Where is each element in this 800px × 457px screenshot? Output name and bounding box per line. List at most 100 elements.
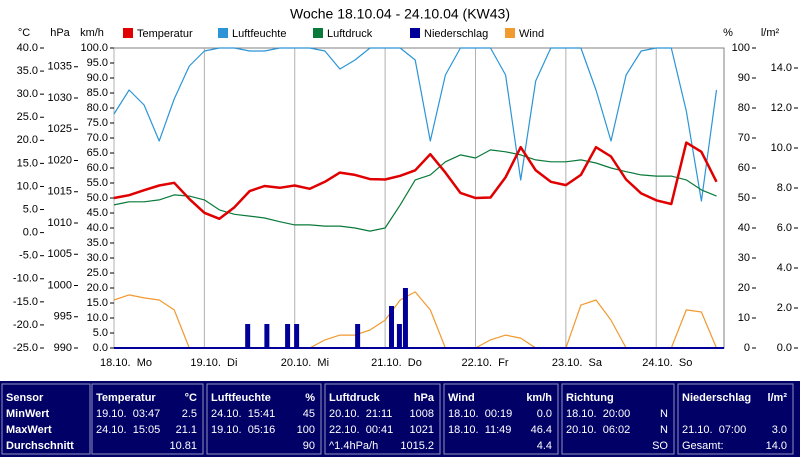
table-header: Wind	[448, 392, 475, 404]
table-time: 19.10. 05:16	[211, 424, 275, 436]
table-time: 21.10. 07:00	[682, 424, 746, 436]
y-tick-label: 10.0	[17, 180, 38, 192]
y-tick-label: 80.0	[87, 102, 108, 114]
series-line	[113, 141, 718, 221]
table-header: Luftdruck	[329, 392, 381, 404]
legend-label: Niederschlag	[424, 28, 488, 40]
y-tick-label: -25.0	[13, 342, 38, 354]
y-tick-label: 85.0	[87, 87, 108, 99]
row-label: MaxWert	[6, 424, 52, 436]
y-tick-label: 65.0	[87, 147, 108, 159]
y-tick-label: 100	[732, 42, 750, 54]
y-tick-label: 1035	[48, 61, 72, 73]
y-tick-label: 1015	[48, 186, 72, 198]
y-tick-label: 25.0	[17, 111, 38, 123]
table-value: 100	[297, 424, 315, 436]
table-cell	[443, 383, 559, 455]
table-time: 20.10. 06:02	[566, 424, 630, 436]
series-line	[113, 47, 718, 202]
x-tick-label: 22.10. Fr	[461, 357, 508, 369]
table-time: ^1.4hPa/h	[329, 440, 378, 452]
y-tick-label: -20.0	[13, 319, 38, 331]
y-tick-label: 10.0	[87, 312, 108, 324]
y-tick-label: 15.0	[17, 157, 38, 169]
y-tick-label: 95.0	[87, 57, 108, 69]
y-tick-label: 1000	[48, 279, 72, 291]
y-tick-label: 55.0	[87, 177, 108, 189]
row-label: MinWert	[6, 408, 50, 420]
table-value: 1015.2	[400, 440, 434, 452]
table-cell	[206, 383, 322, 455]
bar	[285, 324, 291, 348]
legend-label: Luftfeuchte	[232, 28, 286, 40]
axis-unit: l/m²	[761, 27, 780, 39]
axis-unit: °C	[18, 27, 30, 39]
y-tick-label: 90.0	[87, 72, 108, 84]
legend-swatch	[505, 28, 515, 38]
legend-swatch	[410, 28, 420, 38]
summary-table: Sensor MinWert MaxWert Durchschnitt Temperat…	[0, 381, 800, 457]
table-value: 21.1	[176, 424, 197, 436]
y-tick-label: 100.0	[80, 42, 108, 54]
y-tick-label: 6.0	[777, 222, 792, 234]
y-tick-label: 10	[738, 312, 750, 324]
y-tick-label: 40	[738, 222, 750, 234]
y-tick-label: 2.0	[777, 302, 792, 314]
legend-swatch	[123, 28, 133, 38]
table-time: 22.10. 00:41	[329, 424, 393, 436]
y-tick-label: 5.0	[93, 327, 108, 339]
series-line	[113, 149, 717, 232]
y-tick-label: 70	[738, 132, 750, 144]
table-cell	[324, 383, 441, 455]
y-tick-label: 35.0	[17, 65, 38, 77]
x-tick-label: 23.10. Sa	[552, 357, 603, 369]
y-tick-label: 35.0	[87, 237, 108, 249]
y-tick-label: -15.0	[13, 296, 38, 308]
y-tick-label: 80	[738, 102, 750, 114]
table-time: 18.10. 11:49	[448, 424, 511, 436]
y-tick-label: 0.0	[777, 342, 792, 354]
row-label: Durchschnitt	[6, 440, 74, 452]
table-value: N	[660, 424, 668, 436]
plot-area	[113, 47, 725, 349]
table-header: Sensor	[6, 392, 44, 404]
chart-title: Woche 18.10.04 - 24.10.04 (KW43)	[290, 6, 510, 22]
y-tick-label: -10.0	[13, 273, 38, 285]
y-tick-label: 0.0	[93, 342, 108, 354]
table-cell	[91, 383, 204, 455]
table-cell	[677, 383, 794, 455]
y-tick-label: 0	[744, 342, 750, 354]
y-tick-label: 1010	[48, 217, 72, 229]
table-value: 1021	[410, 424, 434, 436]
y-tick-label: 30	[738, 252, 750, 264]
y-tick-label: 995	[54, 311, 72, 323]
table-unit: hPa	[414, 392, 435, 404]
y-tick-label: -5.0	[19, 250, 38, 262]
table-time: 18.10. 00:19	[448, 408, 512, 420]
legend-label: Luftdruck	[327, 28, 373, 40]
y-tick-label: 990	[54, 342, 72, 354]
bar	[402, 288, 408, 348]
table-time: 19.10. 03:47	[96, 408, 160, 420]
table-unit: %	[305, 392, 315, 404]
y-tick-label: 60.0	[87, 162, 108, 174]
legend-swatch	[313, 28, 323, 38]
y-tick-label: 25.0	[87, 267, 108, 279]
y-tick-label: 50	[738, 192, 750, 204]
y-tick-label: 40.0	[87, 222, 108, 234]
axis-unit: hPa	[50, 27, 70, 39]
table-value: 3.0	[772, 424, 787, 436]
bar	[245, 324, 251, 348]
y-tick-label: 40.0	[17, 42, 38, 54]
legend-label: Wind	[519, 28, 544, 40]
y-tick-label: 14.0	[771, 62, 792, 74]
y-tick-label: 45.0	[87, 207, 108, 219]
x-tick-label: 24.10. So	[642, 357, 692, 369]
x-tick-label: 19.10. Di	[190, 357, 237, 369]
y-tick-label: 30.0	[17, 88, 38, 100]
bar	[389, 306, 395, 348]
table-value: SO	[652, 440, 668, 452]
table-value: 46.4	[531, 424, 552, 436]
table-time: Gesamt:	[682, 440, 724, 452]
